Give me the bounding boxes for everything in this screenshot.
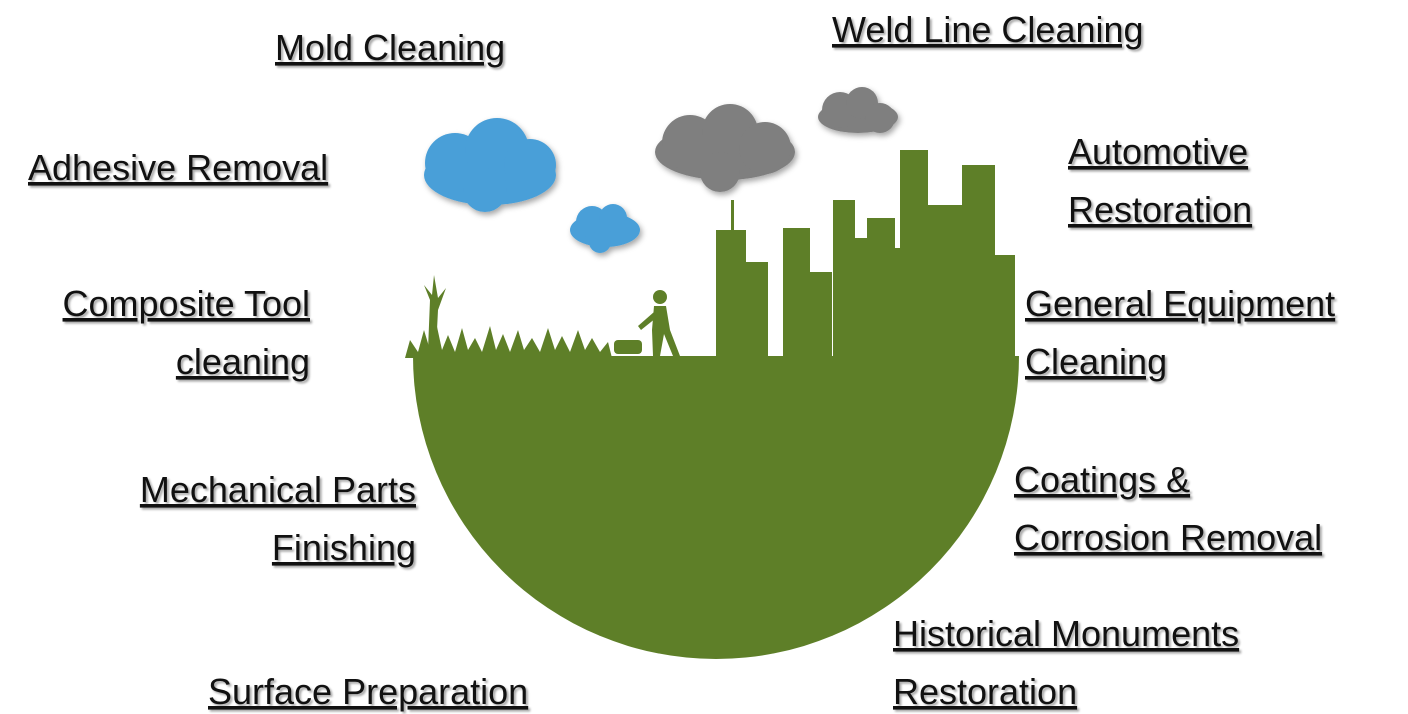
label[interactable]: Corrosion Removal xyxy=(1014,517,1322,558)
label[interactable]: Restoration xyxy=(1068,189,1252,230)
label[interactable]: Composite Tool xyxy=(63,283,310,324)
clouds xyxy=(424,87,898,253)
label[interactable]: Cleaning xyxy=(1025,341,1167,382)
label[interactable]: Restoration xyxy=(893,671,1077,712)
label[interactable]: General Equipment xyxy=(1025,283,1335,324)
label[interactable]: Mold Cleaning xyxy=(275,27,505,68)
label[interactable]: Finishing xyxy=(272,527,416,568)
label[interactable]: Coatings & xyxy=(1014,459,1190,500)
label[interactable]: Adhesive Removal xyxy=(28,147,328,188)
label[interactable]: Historical Monuments xyxy=(893,613,1239,654)
label[interactable]: Surface Preparation xyxy=(208,671,528,712)
globe xyxy=(405,150,1019,659)
diagram: Mold Cleaning Weld Line Cleaning Adhesiv… xyxy=(0,0,1408,714)
label[interactable]: cleaning xyxy=(176,341,310,382)
label[interactable]: Weld Line Cleaning xyxy=(832,9,1144,50)
label[interactable]: Automotive xyxy=(1068,131,1248,172)
label[interactable]: Mechanical Parts xyxy=(140,469,416,510)
